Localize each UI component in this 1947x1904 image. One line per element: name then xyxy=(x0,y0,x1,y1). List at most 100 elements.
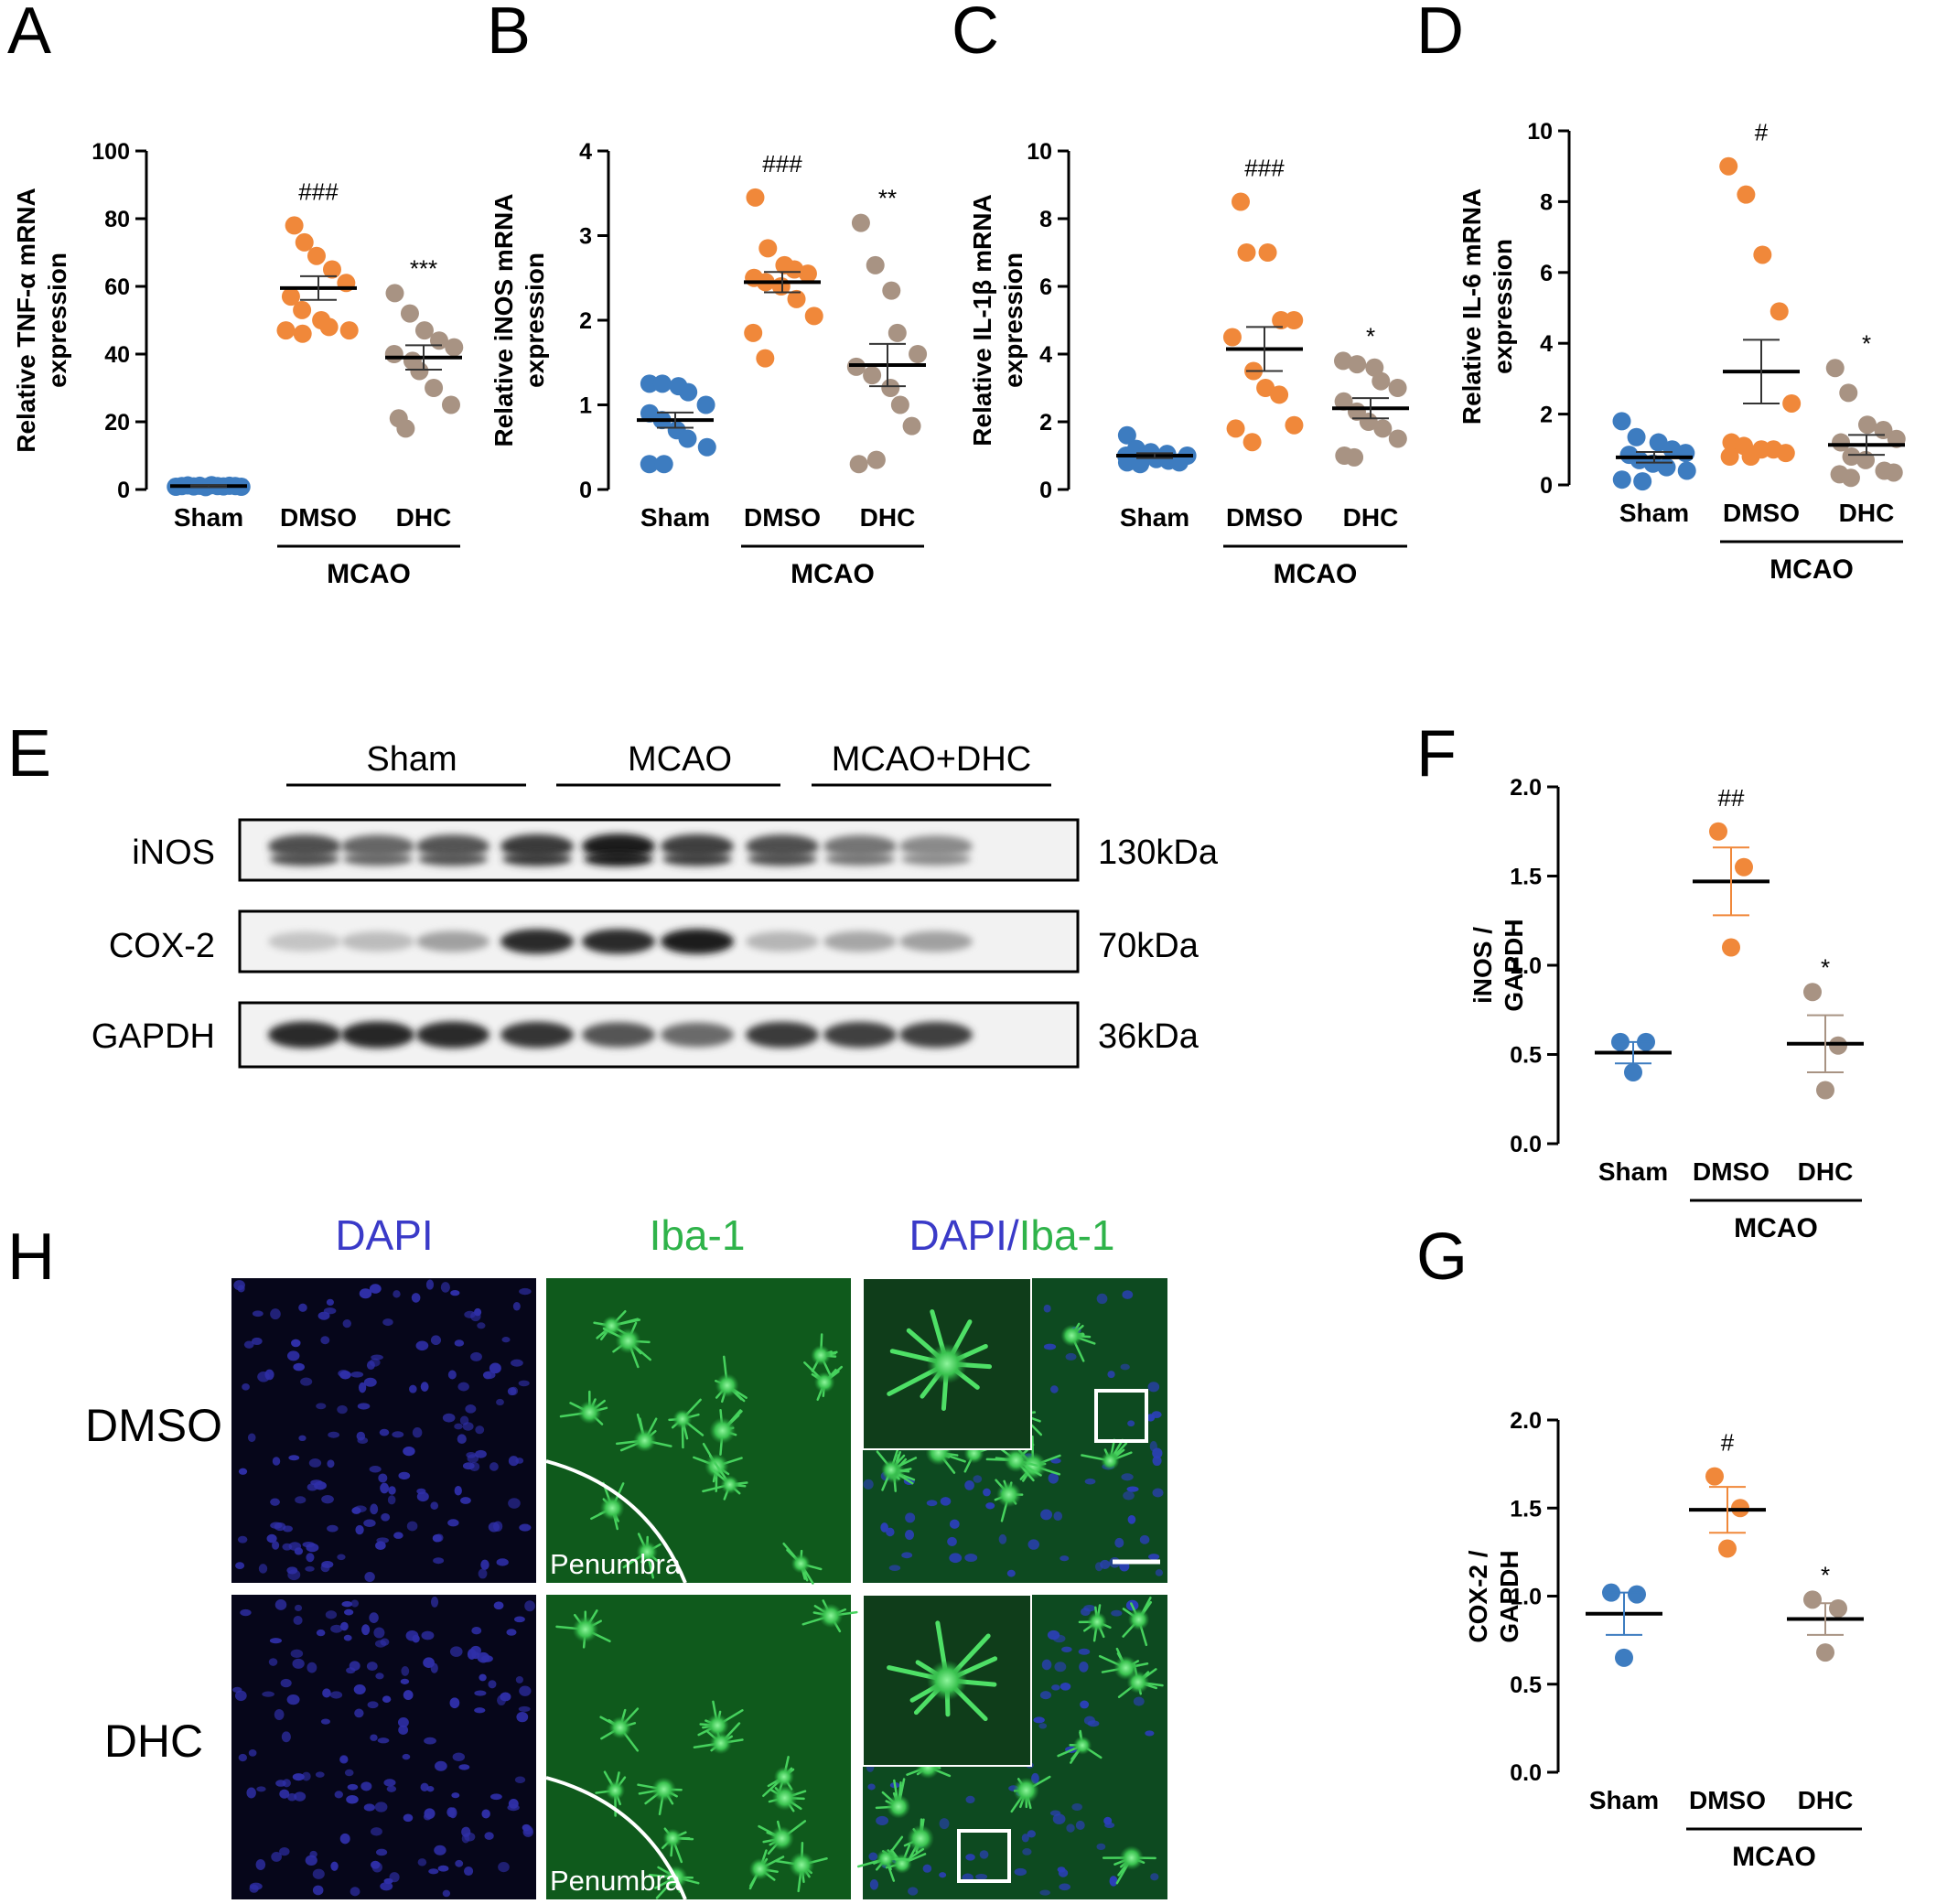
nucleus xyxy=(279,1846,290,1856)
nucleus xyxy=(1126,1486,1139,1492)
chart-c-point-dhc xyxy=(1388,429,1407,448)
nucleus xyxy=(447,1370,457,1380)
nucleus xyxy=(1079,1661,1089,1673)
microglia-cell xyxy=(637,1777,683,1816)
nucleus xyxy=(369,1612,379,1623)
nucleus xyxy=(1127,1420,1135,1427)
nucleus xyxy=(363,1519,376,1527)
chart-f-y-tick-label: 0.0 xyxy=(1510,1132,1542,1157)
chart-a-y-tick-label: 60 xyxy=(104,274,130,300)
nucleus xyxy=(949,1553,963,1564)
chart-f-point-dmso xyxy=(1709,822,1727,841)
nucleus xyxy=(1066,1823,1075,1833)
if-tile-dhc-dapi xyxy=(231,1595,536,1899)
nucleus xyxy=(337,1404,348,1415)
chart-b-point-sham xyxy=(640,374,659,393)
nucleus xyxy=(1122,1290,1134,1299)
chart-d-point-dmso xyxy=(1770,302,1789,321)
nucleus xyxy=(983,1488,991,1497)
nucleus xyxy=(484,1832,494,1840)
nucleus xyxy=(246,1787,256,1799)
wb-group-sham: Sham xyxy=(366,740,457,779)
chart-d-y-tick-label: 10 xyxy=(1527,119,1553,145)
chart-a-point-dhc xyxy=(414,321,434,340)
chart-d-point-sham xyxy=(1612,412,1631,431)
nucleus xyxy=(326,1298,334,1307)
microglia-soma xyxy=(662,1828,683,1848)
nucleus xyxy=(1155,1569,1164,1576)
nucleus xyxy=(524,1600,535,1612)
nucleus xyxy=(382,1695,392,1704)
microglia-soma xyxy=(771,1785,798,1811)
nucleus xyxy=(398,1471,411,1480)
chart-f-y-label-line2: GAPDH xyxy=(1500,919,1528,1011)
nucleus xyxy=(371,1862,382,1873)
inset-cell-soma xyxy=(927,1660,967,1701)
microglia-cell xyxy=(615,1413,672,1452)
chart-b-point-dhc xyxy=(902,416,921,436)
nucleus xyxy=(330,1861,339,1871)
nucleus xyxy=(507,1803,520,1812)
chart-d-point-dmso xyxy=(1720,447,1739,467)
chart-c-point-dmso xyxy=(1226,419,1245,438)
wb-band-gapdh xyxy=(582,1022,655,1048)
chart-g-group-label: MCAO xyxy=(1732,1842,1816,1872)
nucleus xyxy=(339,1833,350,1845)
chart-d-point-dmso xyxy=(1776,444,1795,463)
nucleus xyxy=(240,1608,252,1617)
nucleus xyxy=(518,1380,530,1387)
panel-label-d: D xyxy=(1416,0,1464,68)
chart-f-point-dmso xyxy=(1735,857,1753,877)
nucleus xyxy=(344,1769,354,1777)
chart-c-x-label-dhc: DHC xyxy=(1343,503,1399,532)
nucleus xyxy=(386,1785,397,1792)
nucleus xyxy=(339,1370,351,1380)
nucleus xyxy=(463,1866,474,1877)
nucleus xyxy=(508,1498,521,1509)
nucleus xyxy=(1080,1700,1090,1709)
microglia-cell xyxy=(810,1333,838,1378)
chart-a-y-tick-label: 20 xyxy=(104,410,130,436)
western-blot-panel: Sham MCAO MCAO+DHC iNOS COX-2 GAPDH 130k… xyxy=(91,740,1219,1069)
wb-band-inos-lower xyxy=(901,853,971,866)
nucleus xyxy=(1014,1867,1027,1877)
nucleus xyxy=(477,1322,486,1329)
nucleus xyxy=(317,1311,330,1320)
nucleus xyxy=(1152,1456,1162,1467)
wb-band-cox2 xyxy=(746,931,819,952)
microglia-soma xyxy=(599,1495,625,1521)
nucleus xyxy=(369,1284,382,1294)
panel-label-e: E xyxy=(7,717,51,791)
nucleus xyxy=(262,1691,275,1697)
chart-f-sig-dmso: ## xyxy=(1718,784,1745,812)
wb-band-cox2 xyxy=(661,929,734,954)
wb-band-cox2 xyxy=(268,931,341,952)
chart-a-point-dhc xyxy=(425,379,444,397)
nucleus xyxy=(392,1431,404,1438)
nucleus xyxy=(451,1792,460,1799)
wb-band-inos-lower xyxy=(584,852,653,866)
nucleus xyxy=(1123,1490,1135,1501)
nucleus xyxy=(985,1502,995,1510)
chart-c-point-dmso xyxy=(1272,311,1291,329)
microglia-cell xyxy=(595,1770,627,1817)
nucleus xyxy=(1052,1813,1066,1824)
wb-band-inos-lower xyxy=(502,852,572,866)
chart-b-point-sham xyxy=(640,455,659,474)
nucleus xyxy=(243,1340,254,1349)
nucleus xyxy=(249,1882,263,1890)
microglia-soma xyxy=(995,1481,1022,1508)
microglia-soma xyxy=(605,1780,626,1801)
chart-f-x-label-sham: Sham xyxy=(1598,1157,1668,1186)
nucleus xyxy=(290,1649,304,1658)
chart-g-point-dhc xyxy=(1803,1590,1822,1609)
nucleus xyxy=(411,1293,421,1303)
wb-band-gapdh xyxy=(823,1021,897,1049)
chart-b-x-label-dmso: DMSO xyxy=(744,503,821,532)
nucleus xyxy=(1027,1830,1036,1838)
inos-gapdh-chart: 0.0 0.5 1.0 1.5 2.0 iNOS / GAPDH Sham DMSO DHC MCA… xyxy=(1468,775,1864,1243)
nucleus xyxy=(327,1524,339,1533)
panel-label-h: H xyxy=(7,1221,55,1294)
nucleus xyxy=(406,1521,418,1532)
nucleus xyxy=(1104,1822,1115,1829)
